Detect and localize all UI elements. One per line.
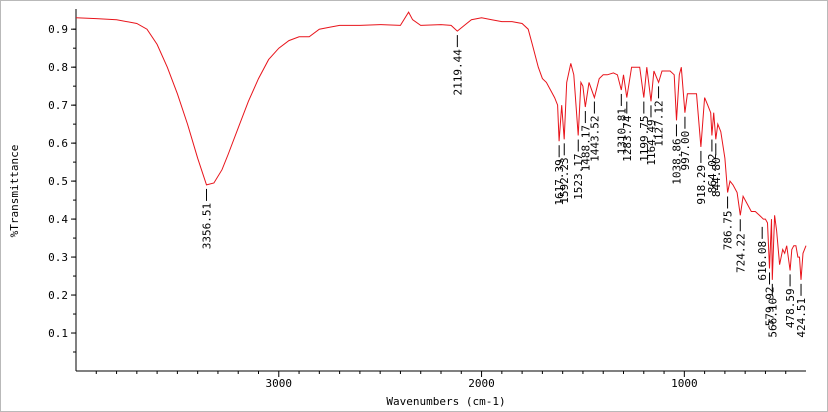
y-tick-label: 0.5	[48, 175, 68, 188]
peak-label: 1164.49	[645, 119, 658, 165]
y-tick-label: 0.2	[48, 289, 68, 302]
y-axis-label: %Transmittance	[8, 145, 21, 238]
y-tick-label: 0.6	[48, 137, 68, 150]
y-tick-label: 0.1	[48, 327, 68, 340]
peak-label: 616.08	[756, 241, 769, 281]
peak-label: 3356.51	[200, 203, 213, 249]
x-tick-label: 1000	[671, 377, 698, 390]
y-tick-label: 0.8	[48, 61, 68, 74]
peak-label: 1038.86	[670, 138, 683, 184]
peak-label: 1443.52	[588, 116, 601, 162]
peak-label: 579.92	[764, 286, 777, 326]
y-tick-label: 0.7	[48, 99, 68, 112]
peak-label: 1523.17	[572, 154, 585, 200]
peak-label: 1488.17	[579, 125, 592, 171]
x-axis-label: Wavenumbers (cm-1)	[386, 395, 505, 408]
peak-label: 566.10	[766, 298, 779, 338]
y-tick-label: 0.3	[48, 251, 68, 264]
plot-area	[75, 11, 807, 280]
peak-label: 864.02	[706, 154, 719, 194]
peak-label: 2119.44	[451, 49, 464, 96]
x-tick-label: 3000	[266, 377, 293, 390]
peak-label: 724.22	[734, 233, 747, 273]
peak-label: 1617.39	[553, 159, 566, 205]
peak-label: 1592.23	[558, 157, 571, 203]
y-tick-label: 0.4	[48, 213, 68, 226]
axes: 0.1 0.2 0.3 0.4 0.5 0.6 0.7 0.8 0.9 3000 2000 1000	[48, 9, 806, 390]
peak-label: 1199.75	[638, 116, 651, 162]
peak-label: 786.75	[722, 210, 735, 250]
peak-label: 424.51	[795, 298, 808, 338]
peak-label: 1127.12	[653, 100, 666, 146]
y-tick-label: 0.9	[48, 23, 68, 36]
peak-label: 997.00	[679, 131, 692, 171]
peak-label: 918.29	[695, 165, 708, 205]
peak-label: 844.80	[710, 157, 723, 197]
peak-label: 1310.81	[615, 108, 628, 154]
peak-label: 1283.74	[621, 115, 634, 162]
peak-label: 478.59	[784, 288, 797, 328]
spectrum-series-line	[75, 11, 807, 280]
x-tick-label: 2000	[468, 377, 495, 390]
